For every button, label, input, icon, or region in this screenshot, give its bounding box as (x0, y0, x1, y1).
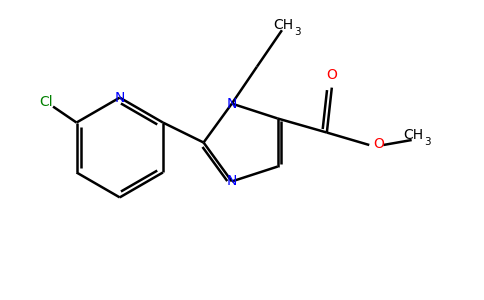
Text: CH: CH (403, 128, 423, 142)
Text: O: O (326, 68, 337, 82)
Text: N: N (115, 91, 125, 105)
Text: O: O (373, 137, 384, 151)
Text: 3: 3 (424, 136, 431, 146)
Text: CH: CH (273, 18, 293, 32)
Text: N: N (227, 97, 237, 111)
Text: N: N (227, 174, 237, 188)
Text: Cl: Cl (39, 94, 52, 109)
Text: 3: 3 (294, 27, 301, 37)
